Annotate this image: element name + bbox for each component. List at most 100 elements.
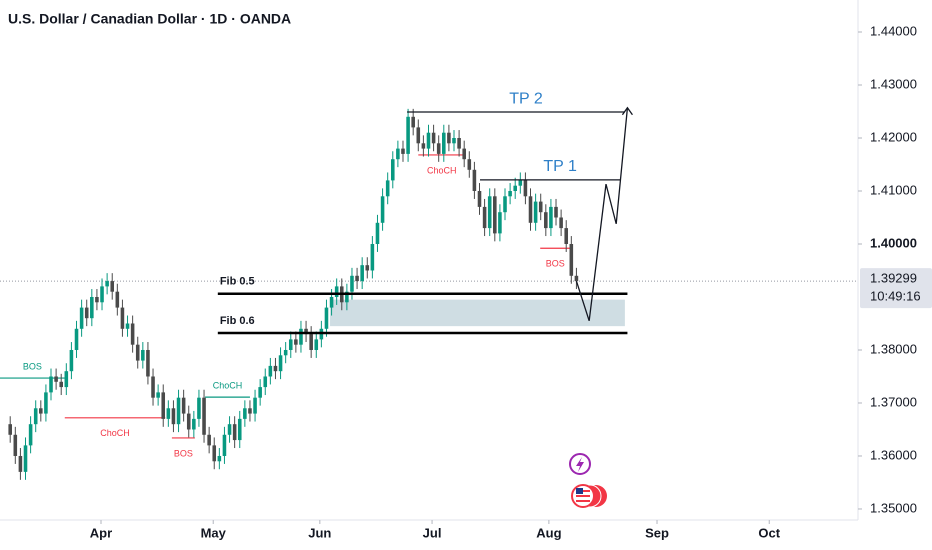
y-tick-label: 1.41000: [870, 182, 917, 197]
structure-label: ChoCH: [213, 381, 243, 391]
candle-body: [442, 132, 446, 154]
candle-body: [533, 201, 538, 223]
x-tick-label: Aug: [536, 525, 561, 540]
target-label: TP 2: [509, 90, 543, 107]
candle-body: [355, 275, 359, 282]
candle-body: [518, 180, 523, 186]
candle-body: [467, 159, 472, 170]
y-tick-label: 1.44000: [870, 23, 917, 38]
demand-zone: [330, 299, 625, 327]
candle-body: [273, 365, 278, 372]
candle-body: [487, 196, 492, 229]
candle-body: [288, 339, 293, 350]
candle-body: [23, 445, 28, 472]
candle-body: [569, 243, 574, 276]
structure-label: ChoCH: [427, 165, 457, 175]
candle-body: [380, 196, 385, 223]
candle-body: [268, 365, 273, 377]
candle-body: [329, 296, 334, 308]
x-tick-label: Oct: [758, 525, 780, 540]
countdown-label: 10:49:16: [870, 289, 921, 304]
candle-body: [8, 424, 12, 435]
lightning-glyph: [576, 457, 584, 472]
candle-body: [258, 387, 262, 398]
candle-body: [528, 196, 533, 223]
plot: BOS ChoCH BOS ChoCH ChoCH BOS Fib 0.5 Fib 0.6 TP…: [0, 90, 858, 480]
candle-body: [370, 243, 375, 271]
candle-body: [549, 206, 553, 229]
x-tick-label: Apr: [90, 525, 112, 540]
target-label: TP 1: [543, 158, 577, 175]
candle-body: [477, 190, 482, 207]
candle-body: [217, 455, 222, 462]
candle-body: [84, 307, 89, 319]
candle-body: [574, 275, 579, 282]
candle-body: [146, 349, 150, 377]
candle-body: [186, 413, 191, 430]
candle-body: [538, 201, 543, 213]
flag-stripe: [576, 495, 590, 497]
candle-body: [166, 408, 171, 419]
chart-title: U.S. Dollar / Canadian Dollar · 1D · OAN…: [8, 11, 291, 27]
x-tick-label: Jun: [308, 525, 331, 540]
x-tick-label: May: [201, 525, 227, 540]
candle-body: [299, 328, 303, 345]
fib-label: Fib 0.5: [220, 276, 255, 288]
candle-body: [69, 349, 74, 372]
y-tick-label: 1.38000: [870, 341, 917, 356]
y-tick-label: 1.37000: [870, 394, 917, 409]
candle-body: [253, 397, 257, 414]
candle-body: [503, 196, 507, 213]
candle-body: [207, 434, 211, 446]
candle-body: [401, 148, 405, 154]
candle-body: [365, 265, 370, 271]
candle-body: [90, 296, 94, 319]
candle-body: [559, 217, 563, 229]
candle-body: [278, 355, 283, 372]
candle-body: [125, 323, 130, 329]
structure-label: BOS: [546, 259, 565, 269]
candle-body: [421, 143, 426, 149]
candle-body: [263, 376, 268, 388]
y-tick-label: 1.42000: [870, 129, 917, 144]
candle-body: [222, 434, 227, 456]
candle-body: [161, 392, 166, 419]
candle-body: [375, 222, 380, 244]
candle-body: [232, 424, 237, 441]
candle-body: [212, 445, 217, 462]
candle-body: [54, 376, 58, 382]
candle-body: [39, 408, 43, 414]
y-tick-label: 1.35000: [870, 500, 917, 515]
candle-body: [482, 206, 487, 229]
candle-body: [385, 180, 390, 197]
candle-body: [110, 281, 115, 292]
candle-body: [181, 397, 186, 414]
candle-body: [350, 275, 354, 292]
candle-body: [309, 334, 313, 350]
x-tick-label: Jul: [423, 525, 442, 540]
candle-body: [95, 296, 99, 303]
projection-arrowhead: [621, 106, 633, 116]
candle-body: [64, 371, 69, 388]
structure-label: BOS: [174, 448, 193, 458]
candle-body: [141, 349, 145, 361]
candle-body: [227, 424, 232, 435]
candle-body: [115, 291, 120, 308]
candle-body: [197, 397, 201, 419]
candle-body: [513, 185, 517, 191]
flag-canton: [576, 488, 583, 494]
candle-body: [493, 196, 497, 234]
candle-body: [345, 291, 349, 303]
candle-body: [176, 397, 181, 425]
candle-body: [426, 132, 431, 149]
candle-body: [49, 376, 53, 393]
candle-body: [248, 408, 252, 414]
flag-stripe: [576, 500, 590, 502]
candle-body: [135, 344, 140, 361]
event-icons: [569, 453, 607, 508]
candle-body: [79, 307, 84, 329]
candle-body: [544, 212, 548, 229]
candle-body: [411, 116, 415, 128]
candle-body: [334, 286, 339, 297]
